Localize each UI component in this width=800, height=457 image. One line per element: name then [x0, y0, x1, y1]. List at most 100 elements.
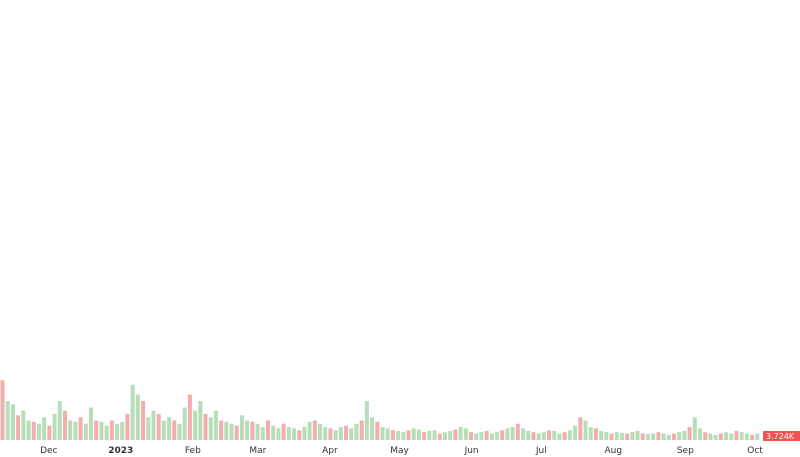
x-tick-label: Aug [605, 446, 623, 456]
volume-bar [427, 430, 432, 440]
volume-bar [26, 420, 31, 440]
x-tick-label: Apr [322, 446, 338, 456]
volume-bar [495, 432, 500, 440]
volume-bar [135, 394, 140, 440]
volume-bar [359, 420, 364, 440]
volume-bar [73, 421, 78, 440]
time-axis[interactable]: Dec 2023 Feb Mar Apr May Jun Jul Aug Sep Oct [0, 440, 763, 457]
volume-bar [416, 429, 421, 440]
volume-bar [734, 430, 739, 440]
volume-bar [182, 407, 187, 440]
volume-bar [593, 428, 598, 440]
volume-bar [172, 420, 177, 440]
volume-bar [442, 432, 447, 440]
volume-bar [5, 401, 10, 440]
volume-bar [640, 433, 645, 440]
volume-bar [99, 421, 104, 440]
x-tick-label: Oct [747, 446, 763, 456]
volume-bar [338, 427, 343, 440]
x-tick-label: Dec [40, 446, 57, 456]
price-tag[interactable] [763, 431, 800, 441]
volume-bar [625, 433, 630, 440]
volume-bar [375, 421, 380, 440]
volume-bar [302, 427, 307, 440]
volume-bar [505, 428, 510, 440]
volume-bar [698, 428, 703, 440]
volume-bar [567, 430, 572, 440]
volume-bar [10, 404, 15, 440]
volume-bar [604, 432, 609, 440]
volume-bar [151, 410, 156, 440]
volume-bar [245, 420, 250, 440]
volume-bar [177, 423, 182, 440]
volume-bar [187, 394, 192, 440]
volume-bar [536, 433, 541, 440]
volume-bar [703, 432, 708, 440]
volume-bar [344, 425, 349, 440]
volume-bar [677, 432, 682, 440]
volume-bar [213, 410, 218, 440]
volume-bar [88, 407, 93, 440]
volume-bar [687, 427, 692, 440]
volume-bar [312, 420, 317, 440]
volume-bar [422, 432, 427, 440]
x-tick-label: Jun [464, 446, 479, 456]
x-tick-label: Jul [535, 446, 547, 456]
x-tick-label: 2023 [108, 446, 133, 456]
price-axis[interactable]: 32000.0030000.0028800.0027600.0026400.00… [762, 0, 800, 457]
volume-bar [489, 433, 494, 440]
volume-bar [474, 433, 479, 440]
volume-bar [744, 433, 749, 440]
volume-bar [198, 401, 203, 440]
volume-bar [62, 410, 67, 440]
volume-bar [130, 384, 135, 440]
volume-bar [661, 433, 666, 440]
x-tick-label: Feb [185, 446, 201, 456]
volume-bar [109, 420, 114, 440]
volume-bar [396, 430, 401, 440]
volume-bar [573, 425, 578, 440]
x-tick-label: Mar [249, 446, 266, 456]
volume-bar [208, 417, 213, 440]
volume-bar [656, 432, 661, 440]
volume-bar [292, 428, 297, 440]
volume-bar [115, 423, 120, 440]
volume-bar [619, 432, 624, 440]
volume-bar [333, 430, 338, 440]
volume-bars [0, 380, 760, 440]
volume-bar [437, 433, 442, 440]
volume-bar [31, 421, 36, 440]
volume-bar [609, 433, 614, 440]
volume-bar [583, 420, 588, 440]
volume-bar [141, 401, 146, 440]
volume-bar [729, 433, 734, 440]
volume-bar [57, 401, 62, 440]
volume-bar [552, 430, 557, 440]
volume-bar [708, 433, 713, 440]
volume-bar [68, 420, 73, 440]
volume-bar [588, 427, 593, 440]
volume-bar [645, 434, 650, 440]
volume-bar [385, 428, 390, 440]
price-tag-label: 3.724K [766, 432, 795, 441]
volume-bar [78, 417, 83, 440]
volume-bar [364, 401, 369, 440]
volume-bar [453, 429, 458, 440]
price-axis-bg [762, 0, 800, 457]
volume-bar [510, 427, 515, 440]
volume-bar [406, 430, 411, 440]
volume-bar [323, 427, 328, 440]
volume-bar [755, 433, 760, 440]
volume-bar [224, 421, 229, 440]
volume-bar [239, 415, 244, 440]
volume-bar [562, 432, 567, 440]
volume-bar [94, 420, 99, 440]
volume-bar [724, 432, 729, 440]
volume-bar [713, 434, 718, 440]
volume-bar [250, 421, 255, 440]
volume-bar [739, 432, 744, 440]
volume-bar [500, 430, 505, 440]
volume-bar [349, 428, 354, 440]
volume-bar [531, 432, 536, 440]
